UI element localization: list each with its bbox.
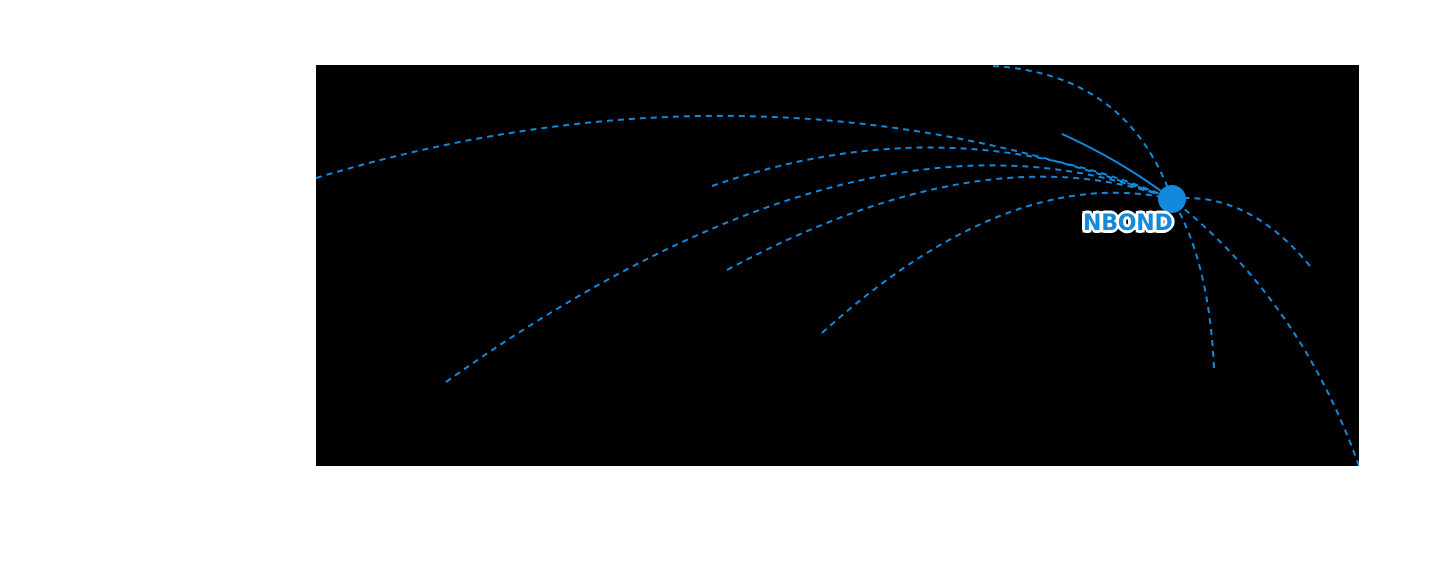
network-edge (445, 164, 1173, 383)
network-edge (711, 146, 1173, 200)
network-node-label-nbond: NBOND (1081, 210, 1176, 237)
plot-background (316, 65, 1359, 466)
edge-layer (316, 65, 1359, 466)
network-edge (1061, 133, 1173, 200)
node-layer (1158, 185, 1186, 213)
network-edge (1171, 198, 1359, 466)
network-edge (726, 175, 1173, 271)
network-edge (1171, 197, 1311, 267)
network-edge (1171, 198, 1215, 369)
network-edge (821, 191, 1173, 334)
network-node-nbond[interactable] (1158, 185, 1186, 213)
network-edge (316, 114, 1173, 200)
